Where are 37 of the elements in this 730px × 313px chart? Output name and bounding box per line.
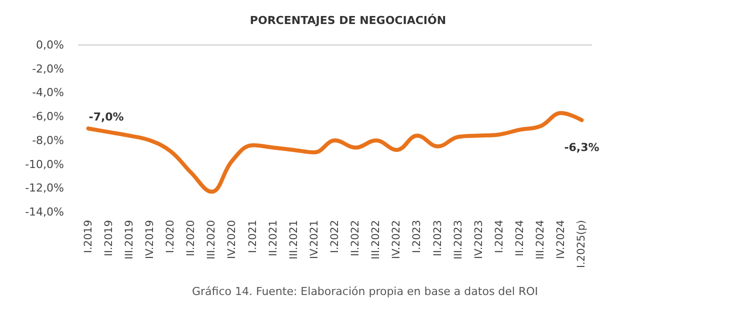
data-label: -7,0% xyxy=(88,110,124,124)
x-tick-label: IV.2020 xyxy=(226,220,238,259)
x-tick-label: IV.2022 xyxy=(390,220,403,259)
y-tick-label: -2,0% xyxy=(32,62,64,76)
x-tick-label: III.2020 xyxy=(206,220,218,260)
x-tick-label: III.2019 xyxy=(123,220,136,260)
x-tick-label: II.2020 xyxy=(185,220,198,256)
x-tick-label: I.2019 xyxy=(82,220,94,254)
y-tick-label: -14,0% xyxy=(25,206,64,218)
x-tick-label: I.2021 xyxy=(246,220,259,254)
x-tick-label: III.2022 xyxy=(370,220,382,260)
x-tick-label: I.2023 xyxy=(411,220,424,254)
x-tick-label: II.2021 xyxy=(267,220,280,256)
x-tick-label: III.2024 xyxy=(534,220,547,260)
x-tick-label: I.2025(p) xyxy=(576,220,588,268)
x-tick-label: II.2024 xyxy=(514,220,526,256)
x-tick-label: III.2021 xyxy=(288,220,300,260)
x-tick-label: I.2024 xyxy=(493,220,506,254)
x-tick-label: I.2020 xyxy=(164,220,177,254)
y-tick-label: -10,0% xyxy=(25,158,64,171)
x-tick-label: IV.2023 xyxy=(472,220,485,259)
x-tick-label: I.2022 xyxy=(329,220,341,254)
y-tick-label: 0,0% xyxy=(36,38,64,52)
chart-title: PORCENTAJES DE NEGOCIACIÓN xyxy=(250,13,446,27)
x-tick-label: III.2023 xyxy=(452,220,464,260)
y-tick-label: -8,0% xyxy=(32,134,64,147)
y-tick-label: -12,0% xyxy=(25,182,64,195)
x-tick-label: II.2022 xyxy=(350,220,362,256)
x-tick-label: IV.2021 xyxy=(308,220,320,259)
y-tick-label: -6,0% xyxy=(32,110,64,124)
x-tick-label: IV.2024 xyxy=(555,220,568,259)
x-tick-label: IV.2019 xyxy=(144,220,156,259)
x-tick-label: II.2019 xyxy=(102,220,115,256)
x-tick-label: II.2023 xyxy=(432,220,444,256)
data-label: -6,3% xyxy=(564,141,600,154)
text: Gráfico 14. Fuente: Elaboración propia en base a datos del ROI xyxy=(192,285,538,298)
y-tick-label: -4,0% xyxy=(32,86,64,100)
